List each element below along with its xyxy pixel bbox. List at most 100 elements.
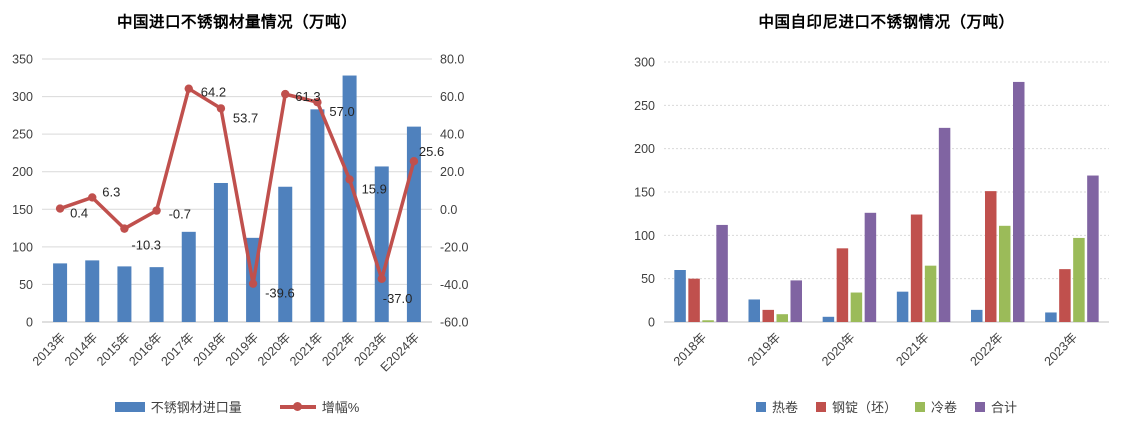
growth-line-marker: [281, 89, 290, 99]
y2-tick-label: 20.0: [440, 165, 464, 179]
growth-data-label: -39.6: [265, 286, 295, 301]
series-swatch: [815, 401, 826, 412]
y-tick-label: 350: [12, 53, 33, 67]
y-tick-label: 50: [641, 272, 655, 286]
x-tick-label: 2020年: [255, 330, 293, 368]
growth-line-marker: [55, 204, 65, 213]
x-tick-label: 2021年: [893, 330, 931, 368]
import-volume-bar: [310, 109, 325, 323]
x-tick-label: 2014年: [62, 330, 100, 368]
y2-tick-label: 80.0: [440, 53, 464, 67]
grouped-bar: [716, 224, 728, 322]
growth-line: [59, 86, 416, 286]
x-tick-label: 2021年: [287, 330, 325, 368]
grouped-bar: [971, 309, 983, 322]
grouped-bar: [999, 225, 1011, 322]
grouped-bar: [910, 214, 923, 322]
grouped-bar: [850, 292, 863, 322]
grouped-bar: [762, 309, 774, 322]
legend-item-series: 钢锭（坯）: [815, 397, 897, 416]
legend-label: 合计: [991, 400, 1018, 415]
grouped-bar: [748, 299, 760, 322]
x-tick-label: 2018年: [191, 330, 229, 368]
chart-panel-imports-total: 0 -60.0 50 -40.0 100 -20.0 150 0.0 200 20.0 250 40.…: [12, 14, 469, 416]
import-volume-bar: [85, 260, 100, 322]
growth-data-label: 0.4: [70, 206, 88, 221]
y2-tick-label: -60.0: [440, 316, 469, 330]
y2-tick-label: 0.0: [440, 203, 457, 217]
y-tick-label: 0: [26, 316, 33, 330]
y-tick-label: 200: [634, 142, 655, 156]
grouped-bar: [938, 127, 951, 322]
import-volume-bar: [374, 166, 389, 322]
grouped-bar: [1059, 269, 1071, 322]
grouped-bar: [864, 212, 877, 322]
chart-title-left: 中国进口不锈钢材量情况（万吨）: [116, 14, 357, 31]
y-tick-label: 150: [634, 186, 655, 200]
growth-data-label: 57.0: [329, 104, 354, 119]
legend-item-bar-series: 不锈钢材进口量: [114, 397, 242, 416]
grouped-bar: [836, 248, 849, 322]
growth-line-marker: [313, 98, 322, 107]
growth-data-label: -37.0: [383, 291, 413, 306]
y2-tick-label: 60.0: [440, 90, 464, 104]
x-tick-label: 2022年: [967, 330, 1005, 368]
y-tick-label: 300: [634, 56, 655, 70]
y-tick-label: 250: [634, 99, 655, 113]
series-swatch: [915, 401, 925, 412]
grouped-bar: [896, 291, 909, 322]
line-swatch: [279, 402, 316, 411]
x-tick-label: 2019年: [745, 330, 783, 368]
import-volume-bar: [117, 266, 132, 322]
grouped-bar: [776, 314, 788, 322]
legend-right: 热卷 钢锭（坯） 冷卷 合计: [664, 397, 1109, 416]
x-tick-label: 2018年: [671, 330, 709, 368]
x-tick-label: 2013年: [30, 330, 68, 368]
import-volume-bar: [181, 231, 196, 322]
chart-title-right: 中国自印尼进口不锈钢情况（万吨）: [758, 14, 1015, 31]
x-tick-label: 2017年: [158, 330, 196, 368]
y-tick-label: 100: [634, 229, 655, 243]
x-tick-label: 2015年: [94, 330, 132, 368]
grouped-bar: [1013, 81, 1025, 322]
combo-chart-plot: 0 -60.0 50 -40.0 100 -20.0 150 0.0 200 20.0 250 40.…: [12, 53, 469, 375]
x-tick-label: 2022年: [319, 330, 357, 368]
growth-data-label: 64.2: [201, 85, 226, 100]
y2-tick-label: -20.0: [440, 240, 469, 254]
legend-item-series: 冷卷: [915, 397, 957, 416]
legend-label: 增幅%: [321, 400, 360, 415]
series-swatch: [975, 401, 986, 412]
legend-label: 钢锭（坯）: [831, 400, 897, 415]
y2-tick-label: -40.0: [440, 278, 469, 292]
x-tick-label: 2019年: [223, 330, 261, 368]
grouped-bar: [702, 320, 714, 322]
growth-data-label: 61.3: [295, 89, 320, 104]
grouped-bar: [674, 270, 686, 322]
series-swatch: [755, 401, 766, 412]
legend-left: 不锈钢材进口量 增幅%: [44, 397, 430, 416]
x-tick-label: 2023年: [1042, 330, 1080, 368]
y-tick-label: 250: [12, 128, 33, 142]
growth-data-label: 25.6: [419, 144, 444, 159]
growth-line-marker: [184, 84, 193, 93]
import-volume-bar: [213, 182, 228, 322]
y-tick-label: 150: [12, 203, 33, 217]
y2-tick-label: 40.0: [440, 128, 464, 142]
line-marker-swatch: [292, 402, 302, 411]
grouped-bar: [688, 278, 700, 322]
growth-line-marker: [377, 274, 386, 283]
legend-item-series: 合计: [975, 397, 1017, 416]
grouped-bar: [1045, 312, 1057, 322]
grouped-bar-chart-plot: 0 50 100 150 200 250 300 2018年 2019年 2020年 2021年 20…: [634, 56, 1109, 369]
growth-line-marker: [120, 224, 129, 233]
growth-data-label: 6.3: [102, 184, 120, 199]
growth-data-label: 15.9: [362, 181, 387, 196]
growth-data-label: -0.7: [169, 207, 191, 222]
growth-line-marker: [152, 206, 161, 215]
bar-swatch: [114, 401, 145, 412]
y-tick-label: 50: [19, 278, 33, 292]
growth-data-label: -10.3: [131, 238, 161, 253]
import-volume-bar: [278, 186, 293, 322]
grouped-bar: [822, 316, 835, 322]
